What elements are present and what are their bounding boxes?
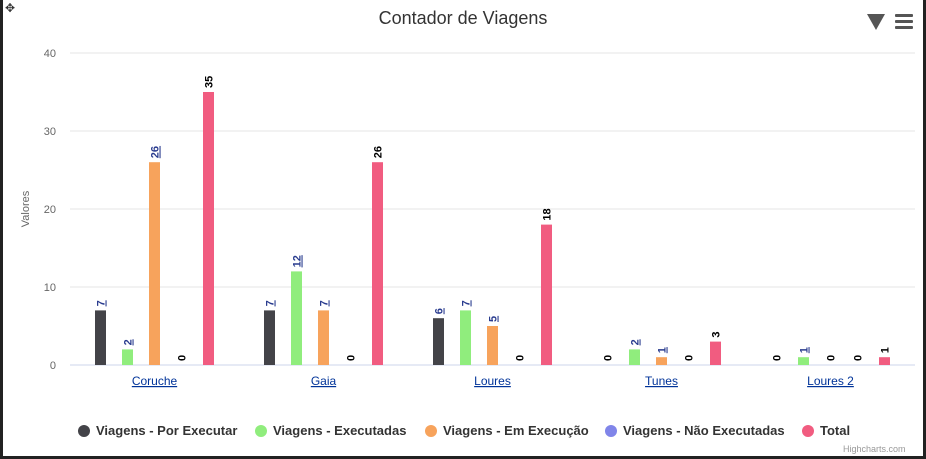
bar[interactable]	[656, 357, 667, 365]
legend-label: Viagens - Não Executadas	[623, 423, 785, 438]
data-label[interactable]: 26	[150, 146, 162, 158]
bar[interactable]	[149, 162, 160, 365]
bar[interactable]	[541, 224, 552, 365]
bar[interactable]	[433, 318, 444, 365]
x-category-label[interactable]: Gaia	[311, 374, 337, 388]
legend-marker	[802, 425, 814, 437]
bar[interactable]	[487, 326, 498, 365]
bar[interactable]	[372, 162, 383, 365]
hamburger-menu-icon[interactable]	[895, 14, 913, 30]
bar[interactable]	[203, 92, 214, 365]
bar[interactable]	[318, 310, 329, 365]
filter-icon[interactable]	[866, 12, 886, 32]
data-label: 3	[711, 331, 723, 337]
data-label: 18	[542, 208, 554, 220]
data-label: 0	[853, 355, 865, 361]
data-label[interactable]: 7	[319, 300, 331, 306]
x-category-label[interactable]: Loures 2	[807, 374, 854, 388]
data-label: 1	[880, 347, 892, 353]
bar[interactable]	[629, 349, 640, 365]
y-tick-label: 20	[44, 204, 56, 216]
bar[interactable]	[798, 357, 809, 365]
x-category-label[interactable]: Tunes	[645, 374, 678, 388]
y-tick-label: 40	[44, 48, 56, 60]
data-label[interactable]: 1	[657, 347, 669, 353]
data-label[interactable]: 7	[96, 300, 108, 306]
data-label: 0	[603, 355, 615, 361]
legend-label: Viagens - Executadas	[273, 423, 407, 438]
data-label: 0	[772, 355, 784, 361]
data-label: 0	[346, 355, 358, 361]
data-label: 0	[684, 355, 696, 361]
y-tick-label: 10	[44, 282, 56, 294]
legend-marker	[425, 425, 437, 437]
bar[interactable]	[460, 310, 471, 365]
data-label[interactable]: 6	[434, 308, 446, 314]
chart-plot: 010203040Valores7226035Coruche7127026Gai…	[20, 48, 915, 388]
bar[interactable]	[879, 357, 890, 365]
data-label[interactable]: 2	[630, 339, 642, 345]
legend-marker	[605, 425, 617, 437]
data-label: 0	[826, 355, 838, 361]
legend-label: Viagens - Por Executar	[96, 423, 238, 438]
data-label: 35	[204, 76, 216, 88]
data-label: 0	[515, 355, 527, 361]
bar[interactable]	[264, 310, 275, 365]
bar[interactable]	[122, 349, 133, 365]
data-label: 0	[177, 355, 189, 361]
legend-marker	[78, 425, 90, 437]
left-border	[0, 0, 3, 459]
data-label[interactable]: 7	[461, 300, 473, 306]
y-axis-title: Valores	[20, 190, 32, 227]
data-label[interactable]: 5	[488, 316, 500, 322]
bottom-border	[0, 456, 926, 459]
data-label[interactable]: 12	[292, 255, 304, 267]
legend-label: Total	[820, 423, 851, 438]
bar[interactable]	[710, 341, 721, 365]
legend-marker	[255, 425, 267, 437]
credits-link[interactable]: Highcharts.com	[843, 444, 906, 454]
data-label[interactable]: 1	[799, 347, 811, 353]
chart-title: Contador de Viagens	[378, 8, 548, 28]
data-label[interactable]: 2	[123, 339, 135, 345]
right-border	[923, 0, 926, 459]
x-category-label[interactable]: Coruche	[132, 374, 178, 388]
x-category-label[interactable]: Loures	[474, 374, 511, 388]
chart-legend: Viagens - Por Executar Viagens - Executad…	[0, 422, 926, 442]
data-label[interactable]: 7	[265, 300, 277, 306]
bar[interactable]	[291, 271, 302, 365]
bar[interactable]	[95, 310, 106, 365]
data-label: 26	[373, 146, 385, 158]
y-tick-label: 30	[44, 126, 56, 138]
legend-label: Viagens - Em Execução	[443, 423, 589, 438]
y-tick-label: 0	[50, 360, 56, 372]
move-icon[interactable]: ✥	[5, 1, 16, 15]
